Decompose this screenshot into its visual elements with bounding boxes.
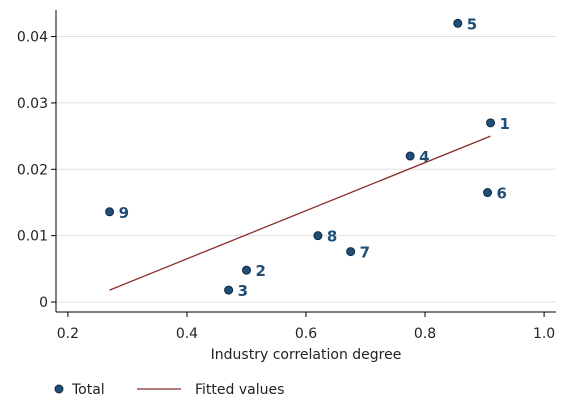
data-point-label: 1 (500, 115, 510, 133)
data-point-label: 3 (238, 282, 248, 300)
legend-label-total: Total (71, 382, 105, 398)
legend-label-fitted: Fitted values (195, 382, 284, 398)
data-point-label: 8 (327, 228, 337, 246)
data-point (486, 118, 496, 128)
fitted-line-layer (109, 135, 491, 291)
data-point (224, 285, 234, 295)
data-point-label: 4 (419, 148, 429, 166)
data-point-label: 5 (467, 15, 477, 33)
data-point-label: 9 (119, 204, 129, 222)
x-tick-label: 1.0 (533, 326, 555, 342)
data-point (313, 231, 323, 241)
data-point-label: 6 (497, 185, 507, 203)
y-tick-label: 0.01 (17, 229, 48, 245)
legend-marker-total (54, 384, 64, 394)
legend: Total Fitted values (54, 382, 284, 398)
data-point (453, 18, 463, 28)
y-tick-label: 0.04 (17, 30, 48, 46)
data-point-label: 2 (255, 262, 265, 280)
data-point (105, 207, 115, 217)
x-tick-label: 0.4 (176, 326, 198, 342)
data-point (483, 188, 493, 198)
grid (56, 36, 556, 303)
y-tick-label: 0 (39, 295, 48, 311)
data-point (241, 265, 251, 275)
x-axis-label: Industry correlation degree (211, 347, 402, 363)
y-tick-label: 0.02 (17, 162, 48, 178)
y-tick-label: 0.03 (17, 96, 48, 112)
x-tick-label: 0.6 (295, 326, 317, 342)
x-tick-label: 0.2 (57, 326, 79, 342)
x-tick-label: 0.8 (414, 326, 436, 342)
data-point (405, 151, 415, 161)
axes: 0 0.01 0.02 0.03 0.04 0.2 0.4 0.6 0.8 1.0 Industry… (17, 10, 556, 363)
data-point-label: 7 (360, 244, 370, 262)
fitted-values-line (109, 135, 491, 291)
data-point (346, 247, 356, 257)
